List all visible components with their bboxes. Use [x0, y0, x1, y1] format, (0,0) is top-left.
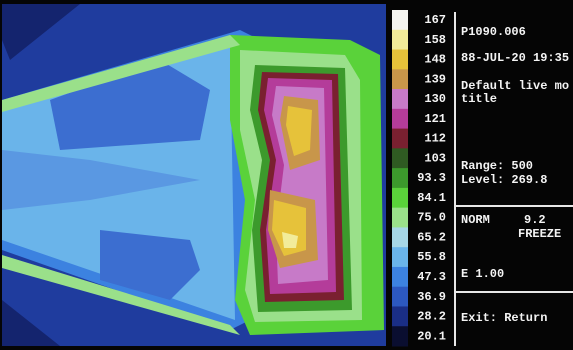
scale-label: 47.3: [417, 270, 446, 284]
scale-swatch: [392, 267, 408, 287]
screen: 167 158 148 139 130 121 112 103 93.3 84.1 75.0 65.2…: [0, 0, 573, 350]
state: FREEZE: [518, 227, 561, 241]
title-line: title: [461, 92, 497, 106]
separator: [456, 291, 573, 293]
mode: NORM: [461, 213, 490, 227]
scale-label: 93.3: [417, 171, 446, 185]
scale-label: 103: [424, 151, 446, 165]
number: 9.2: [524, 213, 546, 227]
thermal-image: [2, 4, 386, 346]
scale-swatch: [392, 168, 408, 188]
scale-label: 130: [424, 92, 446, 106]
separator: [454, 12, 456, 346]
scale-label: 139: [424, 72, 446, 86]
scale-label: 65.2: [417, 230, 446, 244]
scale-label: 158: [424, 33, 446, 47]
scale-swatch: [392, 10, 408, 30]
scale-label: 36.9: [417, 290, 446, 304]
scale-label: 28.2: [417, 310, 446, 324]
scale-swatch: [392, 326, 408, 346]
scale-swatch: [392, 188, 408, 208]
scale-label: 55.8: [417, 250, 446, 264]
scale-label: 84.1: [417, 191, 446, 205]
scale-label: 20.1: [417, 329, 446, 343]
scale-swatch: [392, 227, 408, 247]
scale-swatch: [392, 287, 408, 307]
scale-swatch: [392, 109, 408, 129]
scale-swatch: [392, 208, 408, 228]
title-line: Default live mo: [461, 79, 569, 93]
scale-label: 121: [424, 112, 446, 126]
scale-label: 167: [424, 13, 446, 27]
scale-swatch: [392, 50, 408, 70]
scale-swatch: [392, 306, 408, 326]
scale-swatch: [392, 247, 408, 267]
separator: [456, 205, 573, 207]
scale-label: 148: [424, 53, 446, 67]
scale-swatch: [392, 89, 408, 109]
scale-swatch: [392, 129, 408, 149]
scale-swatch: [392, 148, 408, 168]
date-time: 88-JUL-20 19:35: [461, 51, 569, 65]
exit-hint[interactable]: Exit: Return: [461, 311, 547, 325]
file-name: P1090.006: [461, 25, 526, 39]
scale-label: 75.0: [417, 211, 446, 225]
scale-swatch: [392, 69, 408, 89]
level: Level: 269.8: [461, 173, 547, 187]
scale-swatch: [392, 30, 408, 50]
range: Range: 500: [461, 159, 533, 173]
emissivity: E 1.00: [461, 267, 504, 281]
scale-label: 112: [424, 132, 446, 146]
